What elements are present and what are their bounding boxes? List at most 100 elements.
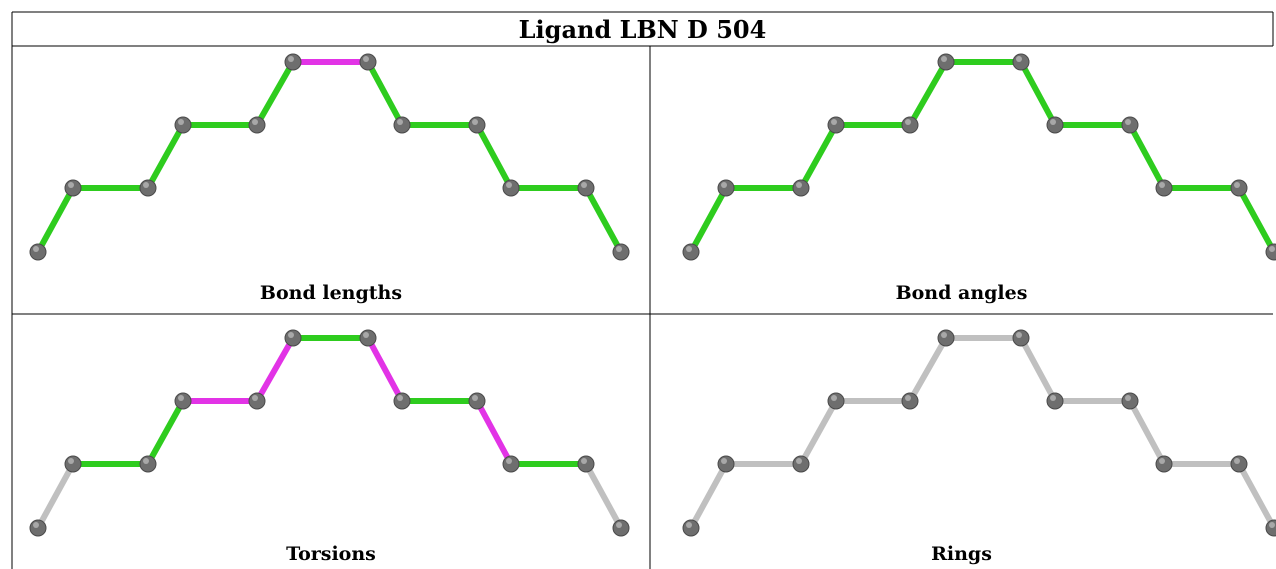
atom-3 xyxy=(139,455,157,473)
bond-3 xyxy=(798,398,839,467)
bond-7 xyxy=(365,59,405,128)
atom-8 xyxy=(393,392,411,410)
bond-5 xyxy=(254,59,296,128)
atom-11 xyxy=(577,179,595,197)
bond-11 xyxy=(583,461,624,531)
atom-highlight-7 xyxy=(363,332,369,338)
atom-highlight-4 xyxy=(831,119,837,125)
atom-highlight-1 xyxy=(686,246,692,252)
atom-1 xyxy=(29,243,47,261)
atom-highlight-12 xyxy=(1269,522,1275,528)
atom-highlight-6 xyxy=(288,332,294,338)
atom-highlight-8 xyxy=(397,119,403,125)
molecule-bond-lengths xyxy=(29,53,630,261)
atom-highlight-1 xyxy=(686,522,692,528)
atom-7 xyxy=(359,329,377,347)
atom-4 xyxy=(174,392,192,410)
caption-bond-angles: Bond angles xyxy=(895,282,1028,304)
atom-highlight-11 xyxy=(581,458,587,464)
atom-3 xyxy=(792,179,810,197)
atom-7 xyxy=(359,53,377,71)
figure-title: Ligand LBN D 504 xyxy=(518,14,767,44)
atom-7 xyxy=(1012,329,1030,347)
atom-10 xyxy=(1155,179,1173,197)
atom-highlight-5 xyxy=(905,395,911,401)
atom-8 xyxy=(1046,392,1064,410)
atom-2 xyxy=(717,179,735,197)
bond-1 xyxy=(688,461,729,531)
atom-highlight-5 xyxy=(252,395,258,401)
bond-5 xyxy=(907,335,949,404)
bond-9 xyxy=(474,122,514,191)
atom-highlight-4 xyxy=(178,395,184,401)
atom-6 xyxy=(937,53,955,71)
atom-10 xyxy=(1155,455,1173,473)
atom-6 xyxy=(937,329,955,347)
atom-highlight-3 xyxy=(143,182,149,188)
atom-highlight-2 xyxy=(68,458,74,464)
atom-highlight-11 xyxy=(1234,182,1240,188)
caption-bond-lengths: Bond lengths xyxy=(259,282,403,304)
bond-1 xyxy=(35,185,76,255)
atom-highlight-3 xyxy=(796,458,802,464)
bond-7 xyxy=(1018,59,1058,128)
atom-highlight-3 xyxy=(143,458,149,464)
atom-highlight-8 xyxy=(1050,395,1056,401)
molecule-bond-angles xyxy=(682,53,1276,261)
atom-3 xyxy=(139,179,157,197)
atom-12 xyxy=(612,243,630,261)
atom-highlight-6 xyxy=(941,56,947,62)
bond-9 xyxy=(1127,122,1167,191)
atom-highlight-11 xyxy=(581,182,587,188)
bond-9 xyxy=(1127,398,1167,467)
panel-bond-angles: Bond angles xyxy=(650,46,1276,314)
atom-highlight-7 xyxy=(1016,56,1022,62)
atom-highlight-7 xyxy=(363,56,369,62)
atom-highlight-7 xyxy=(1016,332,1022,338)
atom-highlight-9 xyxy=(472,119,478,125)
atom-5 xyxy=(901,392,919,410)
bond-1 xyxy=(688,185,729,255)
bond-3 xyxy=(145,122,186,191)
atom-2 xyxy=(64,179,82,197)
atom-highlight-10 xyxy=(1159,182,1165,188)
atom-11 xyxy=(1230,179,1248,197)
bond-1 xyxy=(35,461,76,531)
molecule-rings xyxy=(682,329,1276,537)
panel-bond-lengths: Bond lengths xyxy=(12,46,650,314)
caption-rings: Rings xyxy=(931,543,992,565)
atom-1 xyxy=(682,243,700,261)
caption-torsions: Torsions xyxy=(286,543,376,565)
atom-8 xyxy=(1046,116,1064,134)
atom-highlight-9 xyxy=(1125,119,1131,125)
atom-5 xyxy=(901,116,919,134)
bond-3 xyxy=(798,122,839,191)
bond-9 xyxy=(474,398,514,467)
atom-2 xyxy=(64,455,82,473)
atom-9 xyxy=(1121,116,1139,134)
panel-rings: Rings xyxy=(650,314,1276,569)
bond-5 xyxy=(254,335,296,404)
atom-highlight-8 xyxy=(1050,119,1056,125)
atom-highlight-2 xyxy=(721,182,727,188)
atom-highlight-4 xyxy=(831,395,837,401)
atom-6 xyxy=(284,329,302,347)
bond-3 xyxy=(145,398,186,467)
atom-highlight-5 xyxy=(252,119,258,125)
molecule-torsions xyxy=(29,329,630,537)
atom-highlight-10 xyxy=(506,458,512,464)
bond-5 xyxy=(907,59,949,128)
atom-7 xyxy=(1012,53,1030,71)
atom-highlight-10 xyxy=(506,182,512,188)
atom-12 xyxy=(612,519,630,537)
atom-highlight-1 xyxy=(33,246,39,252)
bond-11 xyxy=(1236,461,1276,531)
atom-highlight-4 xyxy=(178,119,184,125)
atom-highlight-12 xyxy=(616,522,622,528)
atom-4 xyxy=(174,116,192,134)
atom-3 xyxy=(792,455,810,473)
panel-torsions: Torsions xyxy=(12,314,650,569)
atom-8 xyxy=(393,116,411,134)
atom-highlight-8 xyxy=(397,395,403,401)
